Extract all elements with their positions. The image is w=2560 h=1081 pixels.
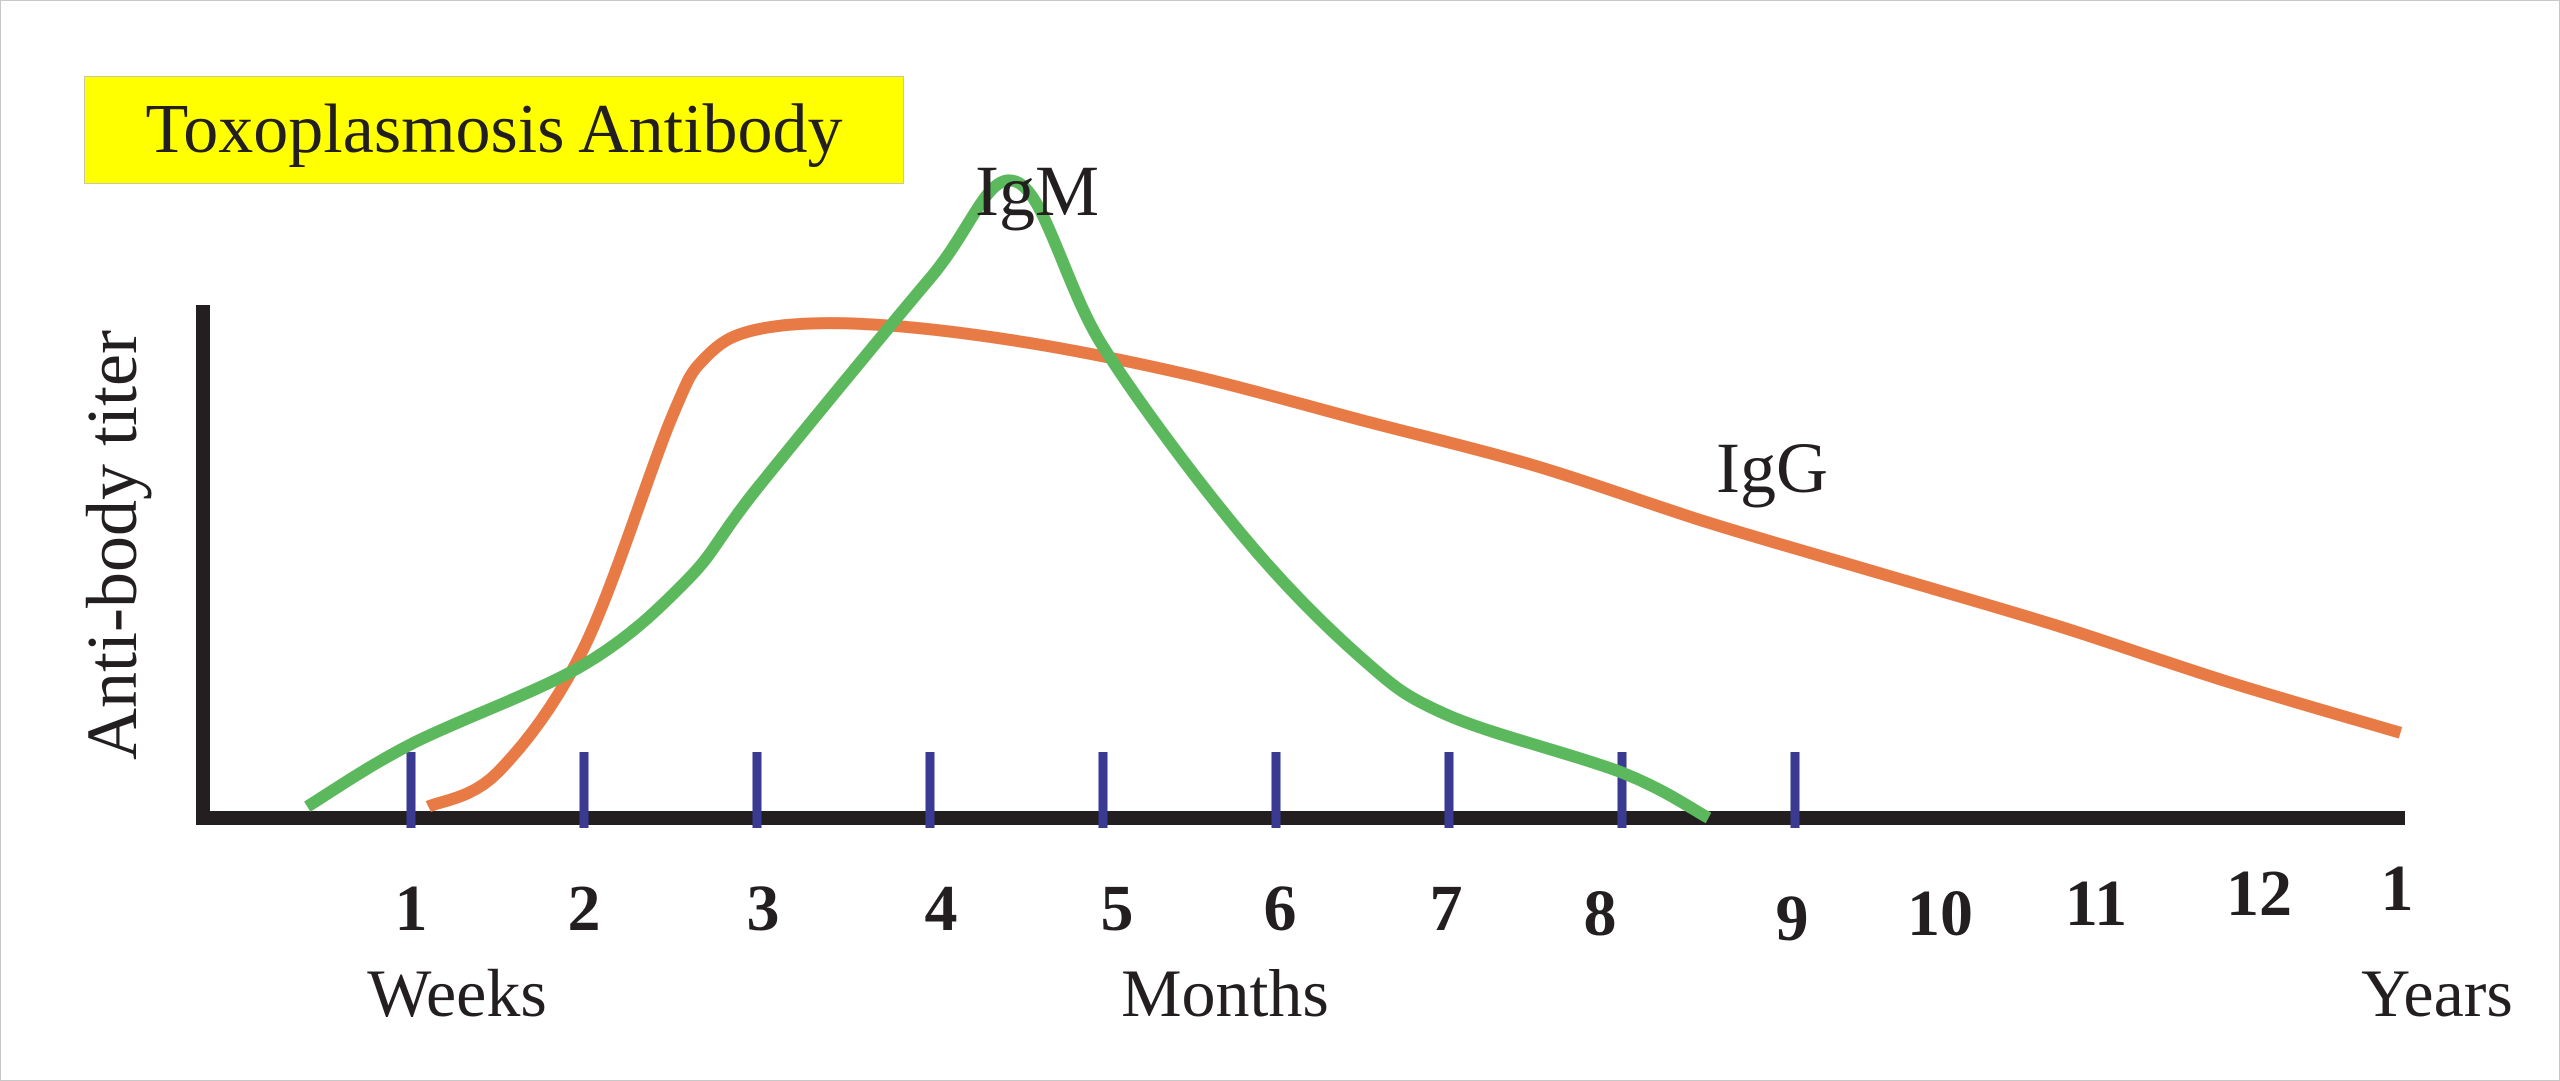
x-unit-label: Weeks <box>367 955 547 1031</box>
x-tick-label: 3 <box>747 872 780 945</box>
x-unit-label: Months <box>1121 955 1329 1031</box>
x-tick-label: 6 <box>1264 872 1297 945</box>
x-tick-label: 12 <box>2226 857 2292 930</box>
axes <box>196 305 2405 825</box>
y-axis-label: Anti-body titer <box>72 330 152 760</box>
x-tick-label: 8 <box>1584 877 1617 950</box>
x-unit-label: Years <box>2361 955 2513 1031</box>
x-tick-label: 2 <box>568 872 601 945</box>
chart-title: Toxoplasmosis Antibody <box>84 76 904 184</box>
x-tick-label: 10 <box>1907 877 1973 950</box>
x-tick-label: 11 <box>2065 867 2127 940</box>
x-tick-label: 5 <box>1101 872 1134 945</box>
series-line-igg <box>425 317 2403 813</box>
x-ticks <box>406 752 1800 828</box>
x-tick-label: 9 <box>1776 882 1809 955</box>
x-tick-label: 1 <box>2381 852 2414 925</box>
series-label-igm: IgM <box>975 151 1099 231</box>
series-label-igg: IgG <box>1716 428 1828 508</box>
series-lines <box>304 174 2403 824</box>
x-tick-label: 7 <box>1430 872 1463 945</box>
x-tick-label: 1 <box>395 872 428 945</box>
x-tick-label: 4 <box>925 872 958 945</box>
series-line-igm <box>304 174 1712 824</box>
